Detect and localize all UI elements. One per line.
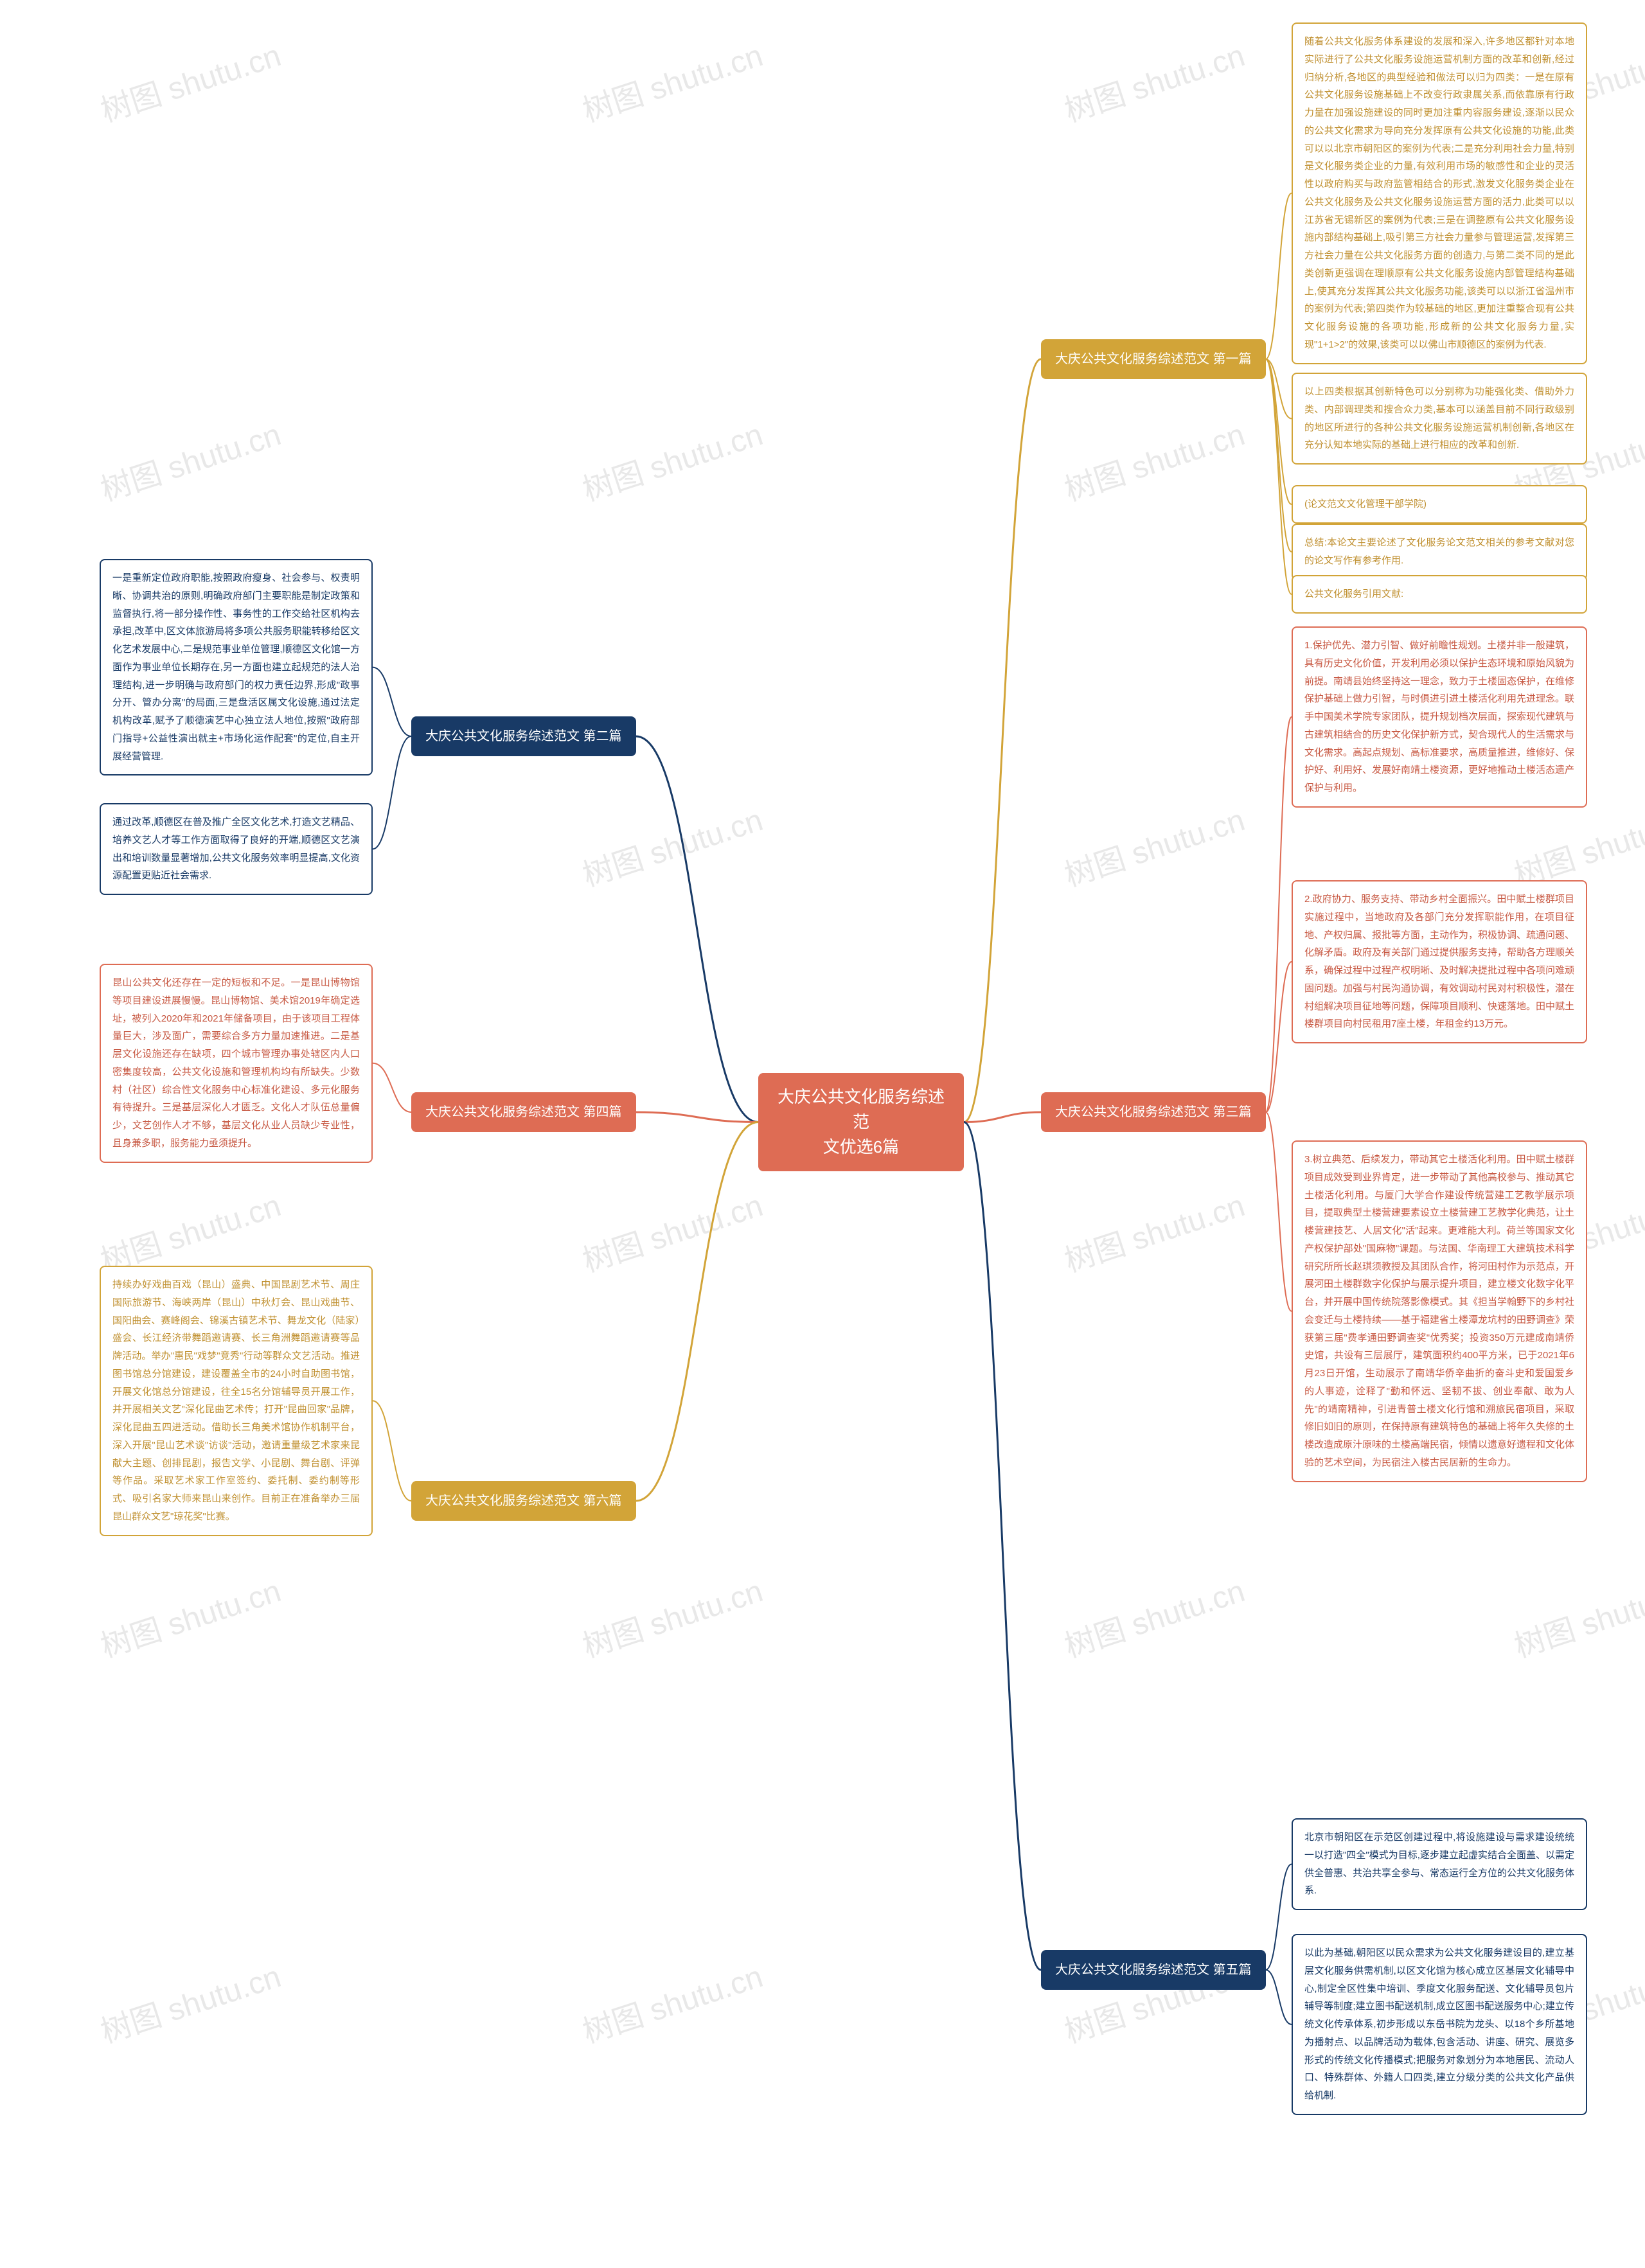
leaf-node[interactable]: 随着公共文化服务体系建设的发展和深入,许多地区都针对本地实际进行了公共文化服务设… — [1292, 22, 1587, 364]
leaf-node[interactable]: 昆山公共文化还存在一定的短板和不足。一是昆山博物馆等项目建设进展慢慢。昆山博物馆… — [100, 964, 373, 1163]
mindmap-canvas: 树图 shutu.cn 树图 shutu.cn 树图 shutu.cn 树图 shut… — [0, 0, 1645, 2268]
leaf-node[interactable]: 1.保护优先、潜力引智、做好前瞻性规划。土楼并非一般建筑，具有历史文化价值，开发… — [1292, 626, 1587, 808]
edge-center-branch — [964, 1122, 1041, 1971]
branch-node[interactable]: 大庆公共文化服务综述范文 第四篇 — [411, 1092, 636, 1132]
edge-center-branch — [636, 1112, 758, 1122]
watermark: 树图 shutu.cn — [1058, 409, 1249, 509]
watermark: 树图 shutu.cn — [1058, 795, 1249, 895]
branch-node[interactable]: 大庆公共文化服务综述范文 第二篇 — [411, 716, 636, 756]
leaf-node[interactable]: 以上四类根据其创新特色可以分别称为功能强化类、借助外力类、内部调理类和搜合众力类… — [1292, 373, 1587, 465]
edge-branch-leaf — [1266, 1865, 1292, 1971]
branch-node[interactable]: 大庆公共文化服务综述范文 第五篇 — [1041, 1950, 1266, 1990]
edge-center-branch — [636, 736, 758, 1122]
watermark: 树图 shutu.cn — [576, 30, 767, 130]
watermark: 树图 shutu.cn — [576, 1566, 767, 1666]
edge-branch-leaf — [1266, 359, 1292, 594]
edge-branch-leaf — [1266, 359, 1292, 419]
edge-branch-leaf — [373, 1063, 411, 1112]
leaf-node[interactable]: 持续办好戏曲百戏（昆山）盛典、中国昆剧艺术节、周庄国际旅游节、海峡两岸（昆山）中… — [100, 1266, 373, 1536]
center-node[interactable]: 大庆公共文化服务综述范 文优选6篇 — [758, 1073, 964, 1171]
leaf-node[interactable]: 北京市朝阳区在示范区创建过程中,将设施建设与需求建设统统一以打造"四全"模式为目… — [1292, 1818, 1587, 1910]
leaf-node[interactable]: 通过改革,顺德区在普及推广全区文化艺术,打造文艺精品、培养文艺人才等工作方面取得… — [100, 803, 373, 895]
watermark: 树图 shutu.cn — [1058, 30, 1249, 130]
watermark: 树图 shutu.cn — [1058, 1566, 1249, 1666]
branch-node[interactable]: 大庆公共文化服务综述范文 第六篇 — [411, 1481, 636, 1521]
watermark: 树图 shutu.cn — [94, 30, 285, 130]
watermark: 树图 shutu.cn — [94, 1951, 285, 2051]
edge-center-branch — [964, 1112, 1041, 1122]
leaf-node[interactable]: 一是重新定位政府职能,按照政府瘦身、社会参与、权责明晰、协调共治的原则,明确政府… — [100, 559, 373, 775]
watermark: 树图 shutu.cn — [576, 1951, 767, 2051]
edge-branch-leaf — [1266, 717, 1292, 1112]
edge-center-branch — [636, 1122, 758, 1502]
leaf-node[interactable]: 以此为基础,朝阳区以民众需求为公共文化服务建设目的,建立基层文化服务供需机制,以… — [1292, 1934, 1587, 2115]
branch-node[interactable]: 大庆公共文化服务综述范文 第一篇 — [1041, 339, 1266, 379]
watermark: 树图 shutu.cn — [94, 1566, 285, 1666]
edge-branch-leaf — [1266, 359, 1292, 504]
watermark: 树图 shutu.cn — [1507, 1566, 1645, 1666]
edge-branch-leaf — [373, 736, 411, 849]
edge-branch-leaf — [1266, 193, 1292, 359]
watermark: 树图 shutu.cn — [576, 1180, 767, 1280]
leaf-node[interactable]: 3.树立典范、后续发力，带动其它土楼活化利用。田中赋土楼群项目成效受到业界肯定，… — [1292, 1140, 1587, 1482]
edge-branch-leaf — [373, 668, 411, 736]
watermark: 树图 shutu.cn — [94, 409, 285, 509]
watermark: 树图 shutu.cn — [576, 409, 767, 509]
watermark: 树图 shutu.cn — [576, 795, 767, 895]
edge-branch-leaf — [373, 1401, 411, 1501]
edge-branch-leaf — [1266, 1112, 1292, 1311]
branch-node[interactable]: 大庆公共文化服务综述范文 第三篇 — [1041, 1092, 1266, 1132]
edge-branch-leaf — [1266, 962, 1292, 1112]
leaf-node[interactable]: 总结:本论文主要论述了文化服务论文范文相关的参考文献对您的论文写作有参考作用. — [1292, 524, 1587, 580]
edge-branch-leaf — [1266, 1970, 1292, 2024]
leaf-node[interactable]: (论文范文文化管理干部学院) — [1292, 485, 1587, 524]
watermark: 树图 shutu.cn — [1058, 1180, 1249, 1280]
leaf-node[interactable]: 公共文化服务引用文献: — [1292, 575, 1587, 614]
edge-branch-leaf — [1266, 359, 1292, 552]
leaf-node[interactable]: 2.政府协力、服务支持、带动乡村全面振兴。田中赋土楼群项目实施过程中，当地政府及… — [1292, 880, 1587, 1043]
edge-center-branch — [964, 359, 1041, 1122]
